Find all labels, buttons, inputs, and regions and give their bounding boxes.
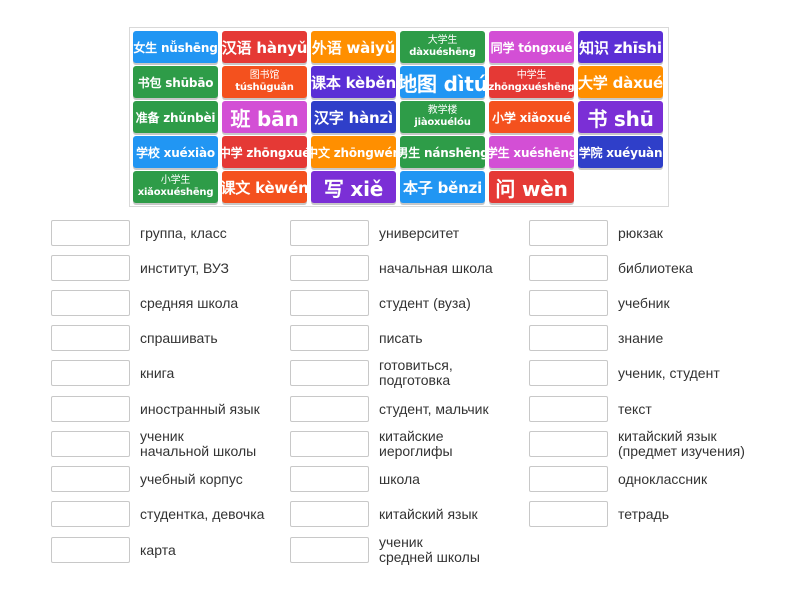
answer-slot[interactable] [290,431,369,457]
word-tile[interactable]: 写 xiě [311,171,396,203]
word-tile[interactable]: 中学生 zhōngxuéshēng [489,66,574,98]
definition-label: книга [140,364,175,381]
answer-slot[interactable] [290,220,369,246]
definition-label: студент (вуза) [379,294,471,311]
word-tile[interactable]: 汉语 hànyǔ [222,31,307,63]
definition-label: учебный корпус [140,470,243,487]
definition-label: ученик, студент [618,364,720,381]
word-tile[interactable]: 本子 běnzi [400,171,485,203]
definition-label: карта [140,541,176,558]
definition-label: студент, мальчик [379,400,489,417]
definition-label: одноклассник [618,470,708,487]
definition-label: ученик средней школы [379,534,480,565]
answer-slot[interactable] [51,396,130,422]
word-tile[interactable]: 学校 xuéxiào [133,136,218,168]
definition-label: китайский язык (предмет изучения) [618,428,745,459]
tile-pinyin: xiǎoxuéshēng [137,187,214,198]
answer-slot[interactable] [51,255,130,281]
answer-slot[interactable] [290,396,369,422]
word-tile[interactable]: 班 bān [222,101,307,133]
answer-slot[interactable] [529,220,608,246]
answer-slot[interactable] [290,466,369,492]
definition-label: группа, класс [140,224,227,241]
answer-slot[interactable] [529,396,608,422]
answer-slot[interactable] [51,360,130,386]
answer-slot[interactable] [51,537,130,563]
word-tile[interactable]: 知识 zhīshi [578,31,663,63]
word-tile[interactable]: 学院 xuéyuàn [578,136,663,168]
definition-label: средняя школа [140,294,239,311]
word-tile[interactable]: 教学楼 jiàoxuélóu [400,101,485,133]
word-tile[interactable]: 中学 zhōngxué [222,136,307,168]
definition-label: писать [379,329,423,346]
tile-pinyin: túshūguǎn [235,82,294,93]
word-tile[interactable]: 准备 zhǔnbèi [133,101,218,133]
answer-slot[interactable] [290,325,369,351]
answer-slot[interactable] [529,466,608,492]
definition-label: китайский язык [379,505,478,522]
tile-hanzi: 大学生 [427,35,458,46]
word-tile[interactable]: 课文 kèwén [222,171,307,203]
answer-slot[interactable] [290,290,369,316]
definition-label: учебник [618,294,670,311]
answer-slot[interactable] [51,466,130,492]
word-tile[interactable]: 汉字 hànzì [311,101,396,133]
answer-slot[interactable] [51,325,130,351]
word-tile[interactable]: 中文 zhōngwén [311,136,396,168]
definition-label: тетрадь [618,505,670,522]
word-tile[interactable]: 男生 nánshēng [400,136,485,168]
word-tile[interactable]: 外语 wàiyǔ [311,31,396,63]
answer-slot[interactable] [290,360,369,386]
answer-slot[interactable] [51,290,130,316]
tile-pinyin: zhōngxuéshēng [489,82,574,93]
definition-label: знание [618,329,664,346]
word-tile[interactable]: 大学生 dàxuéshēng [400,31,485,63]
answer-slot[interactable] [51,501,130,527]
tile-hanzi: 图书馆 [249,70,280,81]
definition-label: начальная школа [379,259,493,276]
definition-label: ученик начальной школы [140,428,257,459]
definition-label: текст [618,400,652,417]
word-tile[interactable]: 地图 dìtú [400,66,485,98]
word-tile[interactable]: 课本 kèběn [311,66,396,98]
tile-hanzi: 中学生 [516,70,547,81]
definition-label: готовиться, подготовка [379,357,453,388]
definition-label: иностранный язык [140,400,260,417]
definition-label: институт, ВУЗ [140,259,229,276]
definition-label: школа [379,470,420,487]
answer-slot[interactable] [51,220,130,246]
word-tile[interactable]: 书 shū [578,101,663,133]
word-tile[interactable]: 图书馆 túshūguǎn [222,66,307,98]
word-tile[interactable]: 学生 xuéshēng [489,136,574,168]
tile-pinyin: dàxuéshēng [409,47,476,58]
tile-hanzi: 小学生 [160,175,191,186]
answer-slot[interactable] [529,431,608,457]
word-tile[interactable]: 书包 shūbāo [133,66,218,98]
answer-slot[interactable] [529,290,608,316]
answer-slot[interactable] [290,255,369,281]
word-tile[interactable]: 小学 xiǎoxué [489,101,574,133]
answer-slot[interactable] [529,501,608,527]
definition-label: университет [379,224,460,241]
answer-slot[interactable] [529,360,608,386]
word-tile[interactable]: 小学生 xiǎoxuéshēng [133,171,218,203]
answer-slot[interactable] [529,255,608,281]
definition-label: китайские иероглифы [379,428,453,459]
definition-label: рюкзак [618,224,663,241]
definition-label: студентка, девочка [140,505,265,522]
definition-label: спрашивать [140,329,218,346]
word-tile[interactable]: 大学 dàxué [578,66,663,98]
answer-slot[interactable] [290,537,369,563]
word-tile[interactable]: 同学 tóngxué [489,31,574,63]
word-tile[interactable]: 问 wèn [489,171,574,203]
answer-slot[interactable] [529,325,608,351]
word-tile[interactable]: 女生 nǚshēng [133,31,218,63]
answer-slot[interactable] [51,431,130,457]
definition-label: библиотека [618,259,693,276]
answer-slot[interactable] [290,501,369,527]
tile-pinyin: jiàoxuélóu [414,117,471,128]
tile-hanzi: 教学楼 [427,105,458,116]
